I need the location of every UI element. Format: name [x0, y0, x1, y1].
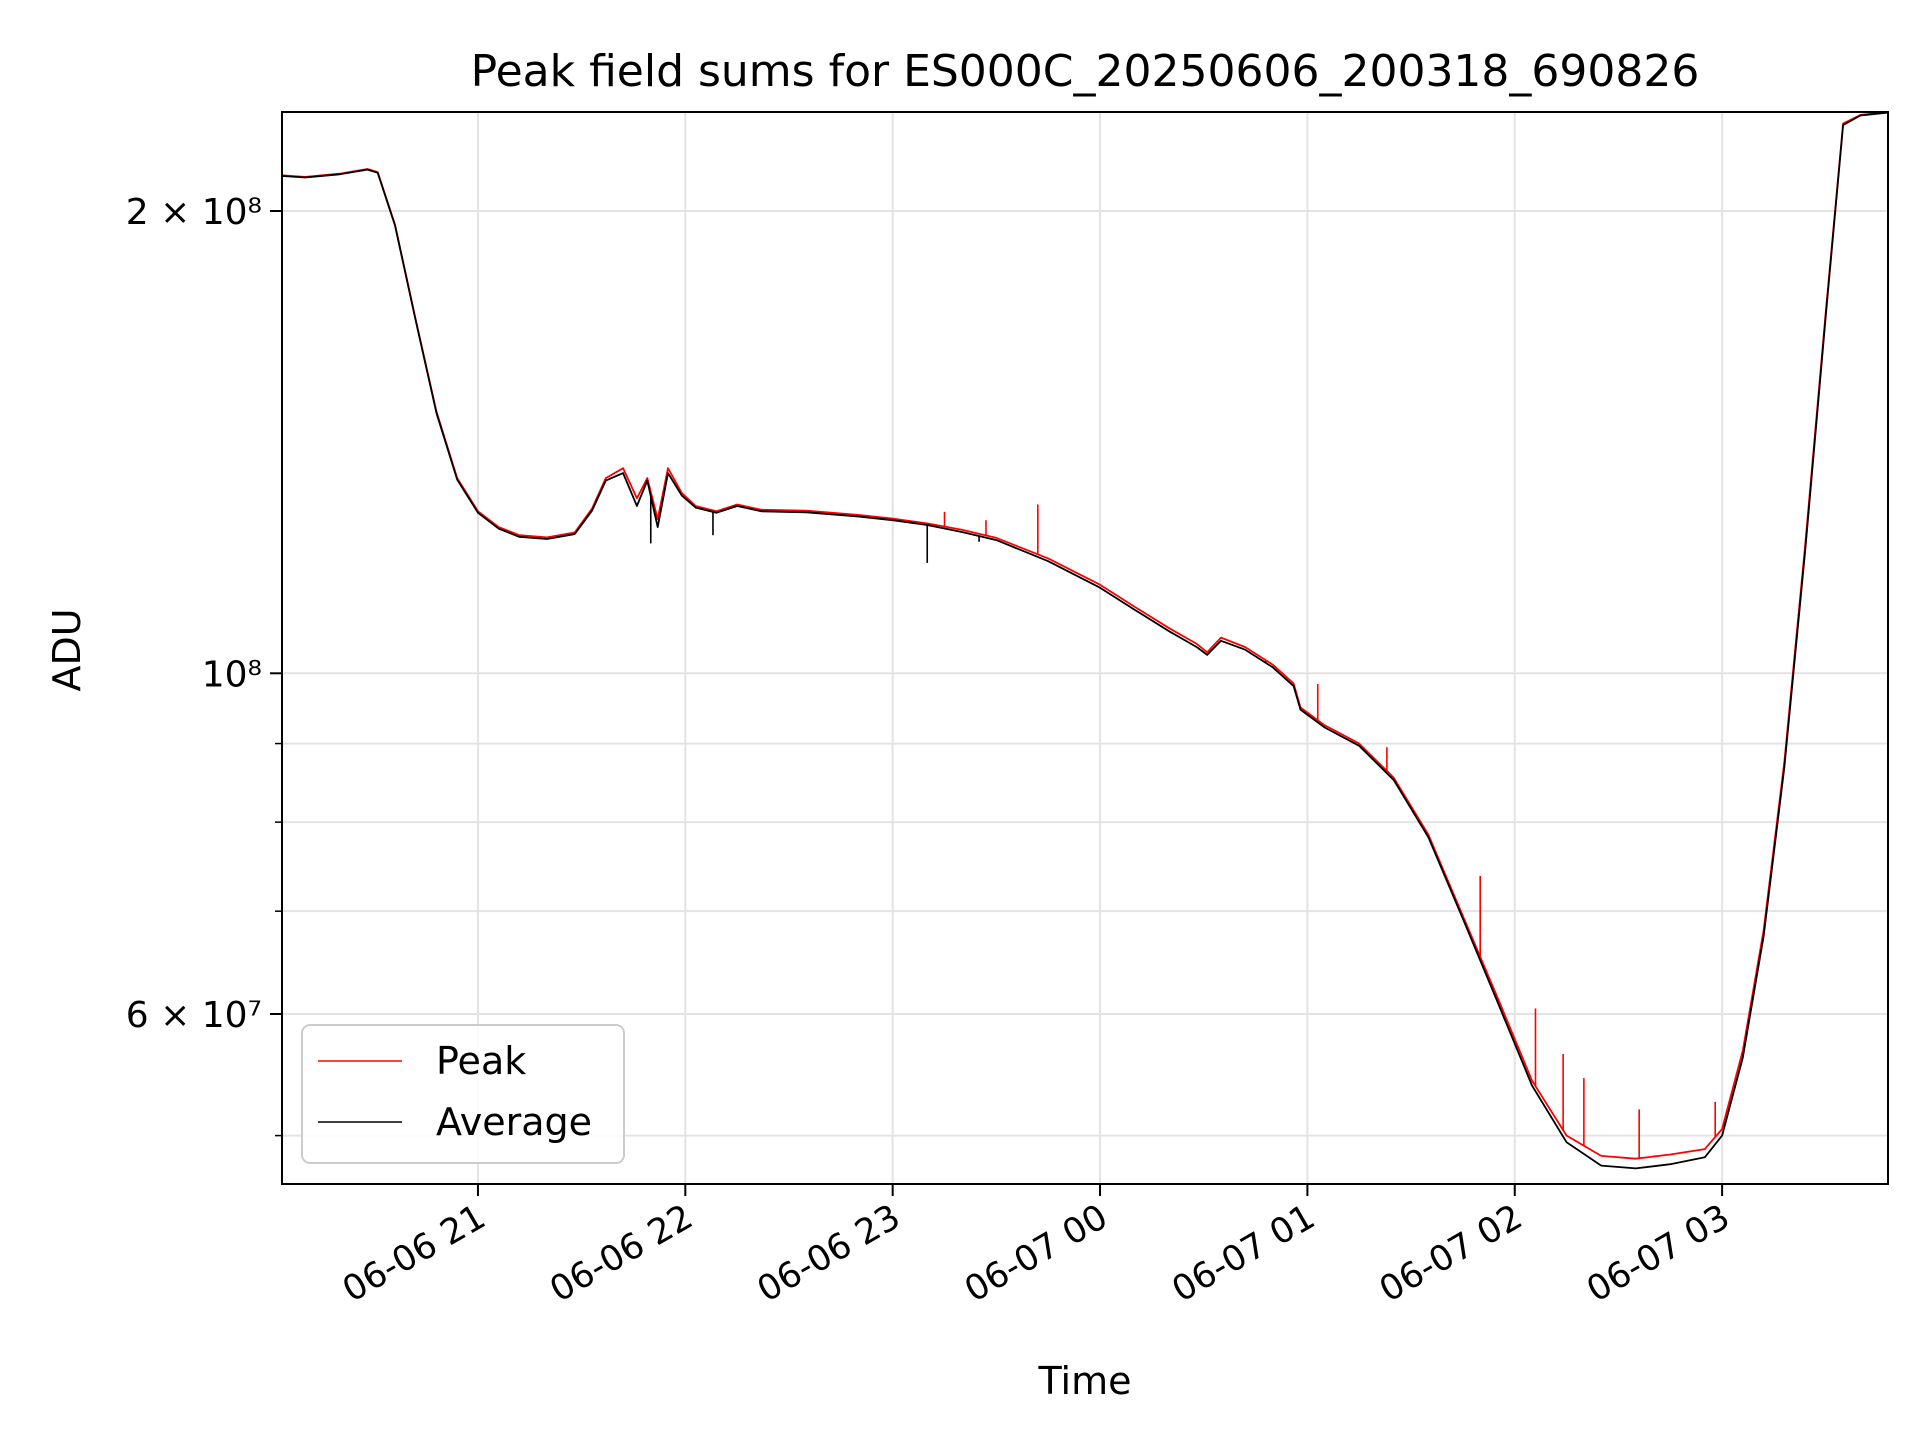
plot-frame	[281, 111, 1889, 1185]
x-tick-label: 06-07 00	[958, 1197, 1114, 1310]
legend: Peak Average	[301, 1024, 625, 1164]
chart-title: Peak field sums for ES000C_20250606_2003…	[471, 46, 1700, 97]
legend-box	[301, 1024, 625, 1164]
x-tick-label: 06-06 22	[544, 1197, 700, 1310]
x-tick-label: 06-06 23	[751, 1197, 907, 1310]
x-tick-label: 06-07 01	[1166, 1197, 1322, 1310]
x-tick-label: 06-06 21	[336, 1197, 492, 1310]
y-tick-label: 2 × 10⁸	[126, 192, 262, 233]
x-axis-label: Time	[1038, 1359, 1132, 1403]
series-layer	[280, 111, 1889, 1170]
legend-label-peak: Peak	[436, 1039, 526, 1083]
y-tick-label: 10⁸	[202, 654, 262, 695]
series-line-average	[280, 111, 1889, 1170]
y-axis-label: ADU	[45, 608, 89, 691]
plot-background	[282, 112, 1888, 1184]
y-tick-label: 6 × 10⁷	[126, 995, 262, 1036]
series-line-peak	[280, 111, 1889, 1160]
x-tick-label: 06-07 02	[1373, 1197, 1529, 1310]
x-tick-label: 06-07 03	[1580, 1197, 1736, 1310]
legend-label-average: Average	[436, 1100, 592, 1144]
